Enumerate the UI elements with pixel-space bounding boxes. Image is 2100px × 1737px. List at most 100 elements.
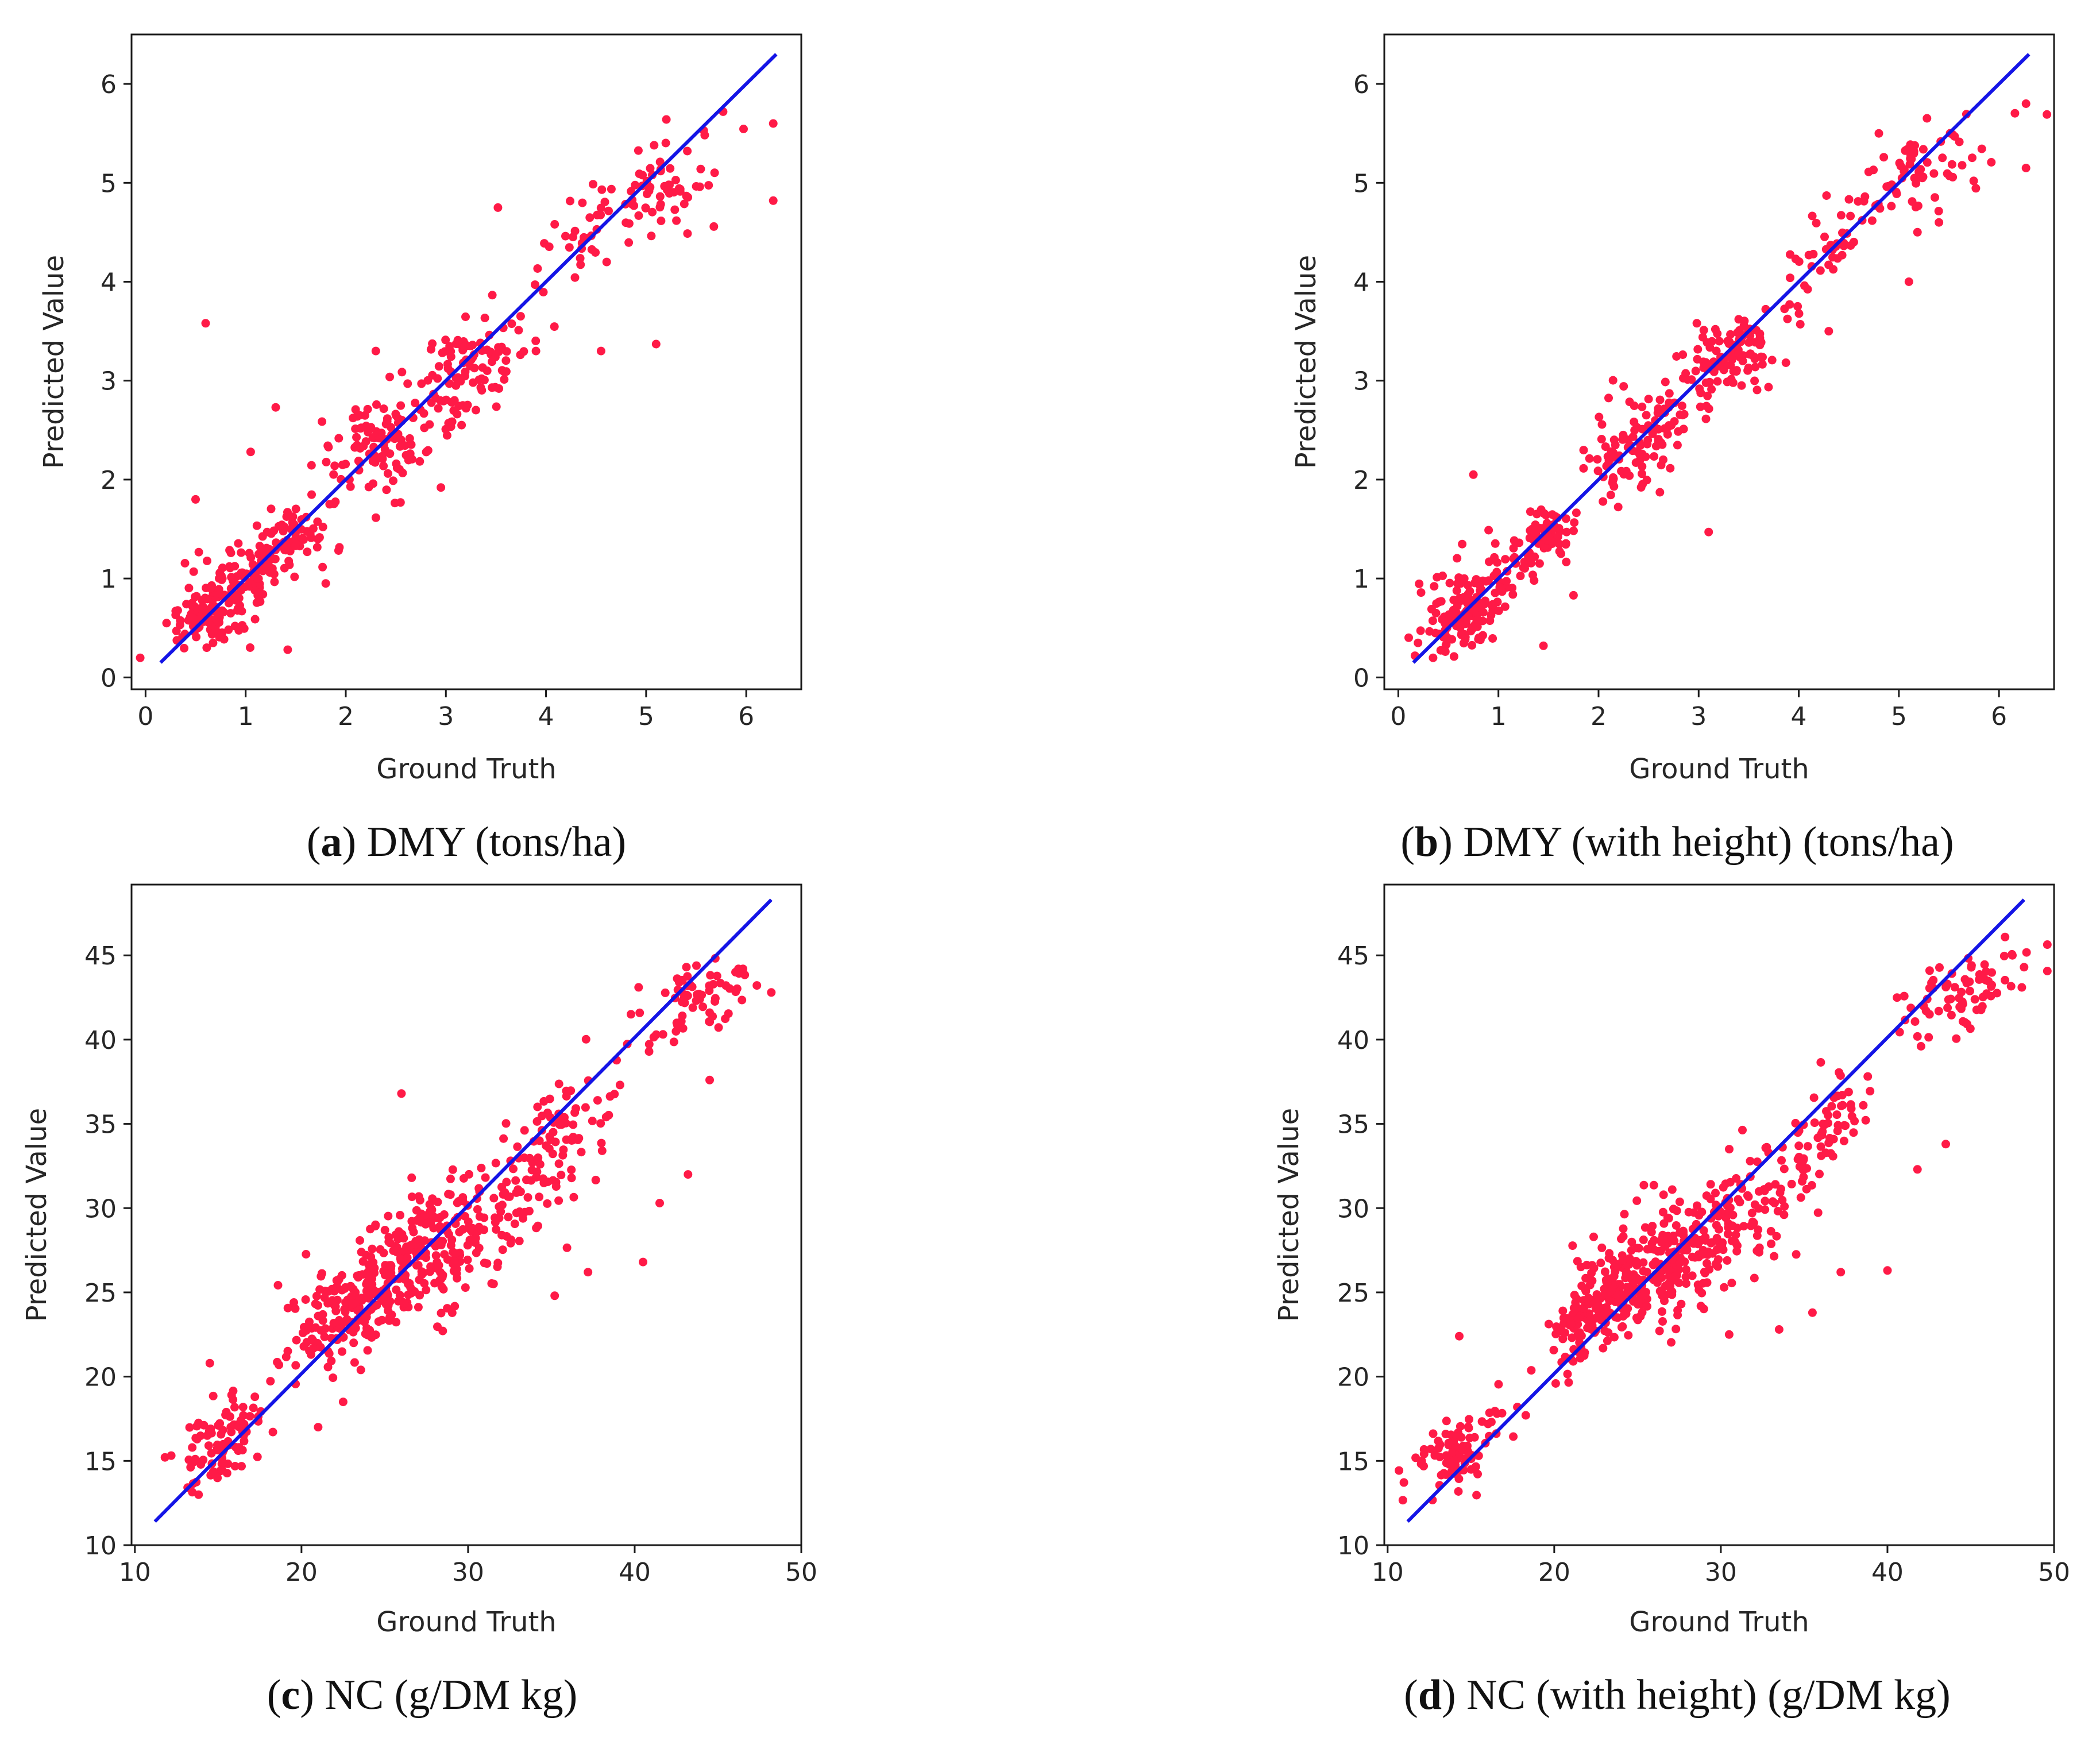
point-c-686 [673, 1021, 682, 1030]
scatter-series-a [136, 107, 778, 662]
point-c-74 [188, 1443, 197, 1452]
point-a-298 [322, 457, 331, 466]
point-d-509 [1807, 1181, 1816, 1190]
scatter-series-d [1395, 932, 2052, 1505]
point-a-565 [191, 495, 200, 504]
point-c-256 [380, 1226, 389, 1234]
point-b-404 [1672, 352, 1681, 361]
point-a-77 [206, 584, 215, 593]
point-d-555 [1721, 1179, 1730, 1188]
point-c-98 [349, 1338, 358, 1348]
point-c-692 [705, 981, 714, 990]
point-b-148 [1468, 624, 1477, 633]
point-d-490 [1728, 1221, 1737, 1230]
point-c-351 [391, 1242, 400, 1250]
y-tick-label-d-45: 45 [1337, 941, 1369, 971]
point-c-496 [489, 1194, 499, 1203]
point-d-616 [1866, 1087, 1875, 1096]
point-d-595 [1861, 1115, 1870, 1125]
point-c-691 [661, 988, 670, 997]
point-d-606 [1827, 1102, 1836, 1111]
point-c-500 [532, 1223, 541, 1233]
point-c-164 [302, 1338, 311, 1347]
point-b-321 [1630, 418, 1639, 426]
point-a-447 [492, 402, 501, 411]
point-b-384 [1695, 384, 1704, 393]
point-d-29 [1465, 1433, 1474, 1442]
point-a-289 [371, 513, 380, 522]
y-tick-label-d-10: 10 [1337, 1531, 1369, 1561]
point-b-475 [1820, 232, 1829, 241]
point-d-569 [1731, 1230, 1740, 1240]
point-a-435 [441, 424, 450, 434]
point-c-651 [688, 1003, 697, 1012]
point-b-129 [1456, 620, 1465, 630]
point-d-653 [2001, 932, 2010, 941]
point-b-523 [1923, 158, 1932, 167]
point-c-375 [447, 1308, 457, 1317]
point-a-398 [428, 370, 437, 380]
point-b-221 [1562, 557, 1571, 566]
point-a-563 [769, 196, 778, 205]
point-c-242 [312, 1291, 321, 1300]
point-d-589 [1810, 1118, 1819, 1128]
point-d-19 [1472, 1491, 1481, 1500]
point-c-554 [523, 1193, 532, 1202]
point-d-413 [1597, 1243, 1607, 1252]
point-b-337 [1638, 402, 1647, 411]
y-tick-label-d-15: 15 [1337, 1447, 1369, 1476]
point-c-702 [584, 1268, 593, 1277]
point-b-224 [1561, 514, 1570, 523]
point-a-517 [682, 191, 691, 200]
point-a-340 [396, 498, 405, 507]
point-c-497 [446, 1174, 455, 1183]
point-d-607 [1809, 1093, 1819, 1102]
point-c-197 [289, 1298, 298, 1307]
point-a-480 [576, 254, 585, 263]
point-b-118 [1460, 574, 1469, 583]
point-d-510 [1706, 1180, 1715, 1189]
point-d-419 [1682, 1265, 1690, 1274]
point-a-413 [438, 348, 447, 357]
point-b-430 [1750, 376, 1759, 385]
point-d-705 [1455, 1331, 1464, 1341]
caption-c: (c) NC (g/DM kg) [267, 1672, 578, 1719]
point-a-506 [643, 190, 651, 199]
point-a-198 [277, 520, 287, 530]
point-c-224 [431, 1251, 441, 1260]
point-d-126 [1577, 1331, 1586, 1340]
point-a-335 [402, 451, 411, 460]
point-b-9 [1516, 572, 1525, 581]
point-d-660 [1999, 951, 2009, 960]
point-c-514 [450, 1302, 460, 1311]
point-d-340 [1639, 1235, 1648, 1244]
point-a-348 [405, 434, 414, 443]
point-a-253 [330, 461, 339, 470]
point-d-493 [1792, 1250, 1801, 1259]
point-c-419 [316, 1326, 326, 1335]
point-c-493 [492, 1225, 501, 1234]
caption-b: (b) DMY (with height) (tons/ha) [1400, 819, 1954, 866]
point-c-403 [452, 1269, 461, 1278]
point-a-406 [476, 383, 485, 392]
plot-frame-b [1383, 33, 2055, 690]
point-a-470 [533, 264, 542, 273]
point-d-177 [1580, 1284, 1589, 1294]
point-a-150 [313, 517, 322, 526]
point-a-414 [472, 406, 480, 415]
point-a-299 [324, 443, 333, 451]
point-b-547 [1918, 145, 1928, 154]
point-a-80 [250, 615, 260, 624]
point-a-505 [680, 199, 689, 209]
point-c-609 [610, 1090, 619, 1099]
point-c-45 [217, 1430, 226, 1439]
point-b-66 [1441, 640, 1450, 650]
point-d-649 [1982, 967, 1991, 976]
point-c-598 [554, 1159, 563, 1168]
point-c-706 [550, 1291, 559, 1300]
point-a-203 [267, 504, 276, 514]
point-d-345 [1655, 1326, 1664, 1335]
point-a-319 [325, 500, 334, 509]
scatter-series-b [1404, 99, 2052, 662]
point-d-21 [1471, 1462, 1480, 1472]
